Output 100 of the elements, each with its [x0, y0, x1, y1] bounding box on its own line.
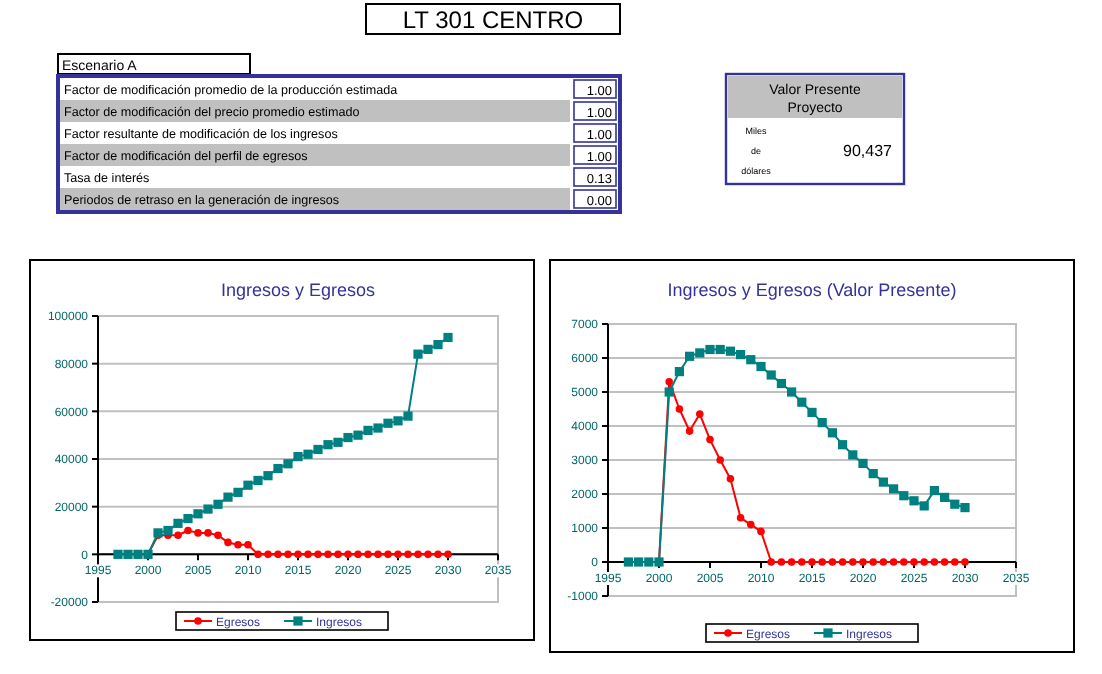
- point: [766, 370, 776, 380]
- point: [696, 410, 704, 418]
- point: [736, 514, 745, 522]
- point: [736, 350, 746, 360]
- point: [889, 558, 898, 566]
- point: [334, 550, 342, 559]
- point: [174, 531, 182, 540]
- point: [313, 444, 323, 455]
- point: [423, 344, 433, 354]
- point: [746, 355, 756, 365]
- point: [879, 558, 888, 566]
- point: [323, 440, 333, 450]
- point: [393, 416, 403, 426]
- point: [940, 558, 949, 566]
- point: [233, 487, 243, 497]
- point: [951, 558, 959, 566]
- point: [424, 550, 432, 559]
- point: [725, 346, 735, 356]
- point: [685, 351, 695, 361]
- point: [716, 456, 724, 464]
- point: [293, 452, 303, 462]
- point: [950, 499, 960, 509]
- point: [443, 332, 453, 343]
- point: [848, 450, 858, 460]
- point: [224, 538, 232, 547]
- point: [929, 486, 939, 496]
- point: [183, 513, 193, 524]
- point: [726, 474, 735, 483]
- point: [184, 526, 192, 535]
- point: [878, 477, 888, 487]
- point: [264, 550, 272, 559]
- point: [434, 550, 442, 559]
- point: [283, 459, 293, 469]
- point: [899, 491, 909, 501]
- point: [223, 492, 233, 502]
- point: [797, 397, 807, 407]
- point: [889, 484, 899, 494]
- point: [373, 423, 383, 433]
- point: [194, 529, 202, 537]
- point: [383, 418, 393, 428]
- point: [384, 550, 392, 559]
- point: [685, 427, 694, 435]
- point: [858, 458, 868, 468]
- chart-title: Ingresos y Egresos: [220, 280, 377, 300]
- point: [314, 550, 322, 559]
- point: [828, 558, 837, 566]
- point: [303, 449, 313, 459]
- point: [767, 558, 775, 566]
- point: [675, 405, 684, 413]
- point: [644, 557, 654, 567]
- point: [674, 367, 684, 377]
- point: [304, 550, 312, 559]
- point: [664, 387, 674, 397]
- point: [849, 558, 857, 566]
- point: [757, 527, 765, 536]
- point: [776, 378, 786, 389]
- point: [807, 407, 817, 417]
- point: [900, 558, 908, 566]
- point: [838, 558, 847, 566]
- point: [414, 550, 422, 559]
- point: [284, 550, 292, 559]
- point: [213, 499, 223, 509]
- point: [244, 541, 252, 549]
- point: [193, 509, 203, 519]
- point: [173, 518, 183, 528]
- point: [234, 541, 242, 549]
- point: [353, 430, 363, 440]
- point: [363, 425, 373, 435]
- point: [243, 480, 253, 490]
- point: [364, 550, 372, 559]
- point: [818, 558, 826, 566]
- point: [838, 440, 848, 450]
- point: [263, 471, 273, 481]
- point: [324, 550, 332, 559]
- point: [433, 340, 443, 350]
- point: [204, 529, 212, 537]
- point: [787, 558, 796, 566]
- point: [254, 550, 262, 559]
- point: [203, 504, 213, 514]
- point: [354, 550, 362, 559]
- point: [374, 550, 382, 559]
- point: [827, 428, 837, 438]
- point: [777, 558, 786, 566]
- point: [919, 501, 929, 511]
- point: [634, 557, 644, 567]
- point: [123, 549, 133, 559]
- point: [715, 344, 725, 355]
- point: [920, 558, 928, 566]
- point: [404, 550, 412, 559]
- point: [413, 349, 423, 359]
- point: [817, 418, 827, 428]
- point: [868, 469, 878, 479]
- point: [706, 435, 714, 444]
- point: [343, 432, 353, 443]
- point: [333, 437, 343, 447]
- point: [403, 411, 413, 421]
- point: [253, 475, 263, 486]
- point: [695, 348, 705, 358]
- point: [940, 492, 950, 502]
- point: [113, 549, 123, 559]
